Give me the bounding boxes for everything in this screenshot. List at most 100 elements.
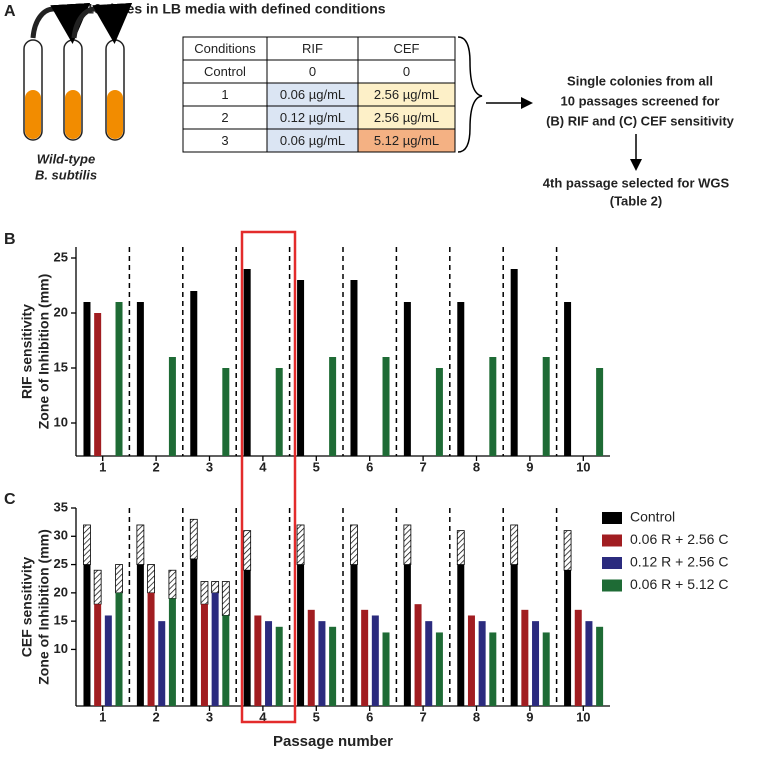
bar (596, 368, 604, 456)
screen-text: (B) RIF and (C) CEF sensitivity (546, 113, 735, 128)
bar (211, 592, 219, 706)
bar (265, 621, 273, 706)
x-tick-label: 4 (259, 459, 267, 474)
bar (542, 632, 550, 706)
hatched-bar (211, 581, 220, 594)
table-text: 0 (403, 64, 410, 79)
bar (275, 368, 283, 456)
table-text: 2 (221, 110, 228, 125)
table-cell (357, 128, 456, 153)
panel-label: C (4, 491, 16, 508)
bar (489, 632, 497, 706)
bar (532, 621, 540, 706)
y-tick-label: 35 (54, 499, 68, 514)
table-text: RIF (302, 41, 323, 56)
panel-label: B (4, 231, 16, 248)
hatched-bar (83, 524, 91, 565)
bar (275, 626, 283, 706)
x-axis-label: Passage number (273, 733, 393, 750)
bar (435, 632, 443, 706)
y-axis-label: CEF sensitivity (19, 557, 35, 658)
table-text: 2.56 µg/mL (374, 87, 439, 102)
hatched-bar (403, 524, 412, 565)
y-tick-label: 15 (54, 613, 68, 628)
bar (435, 368, 443, 456)
hatched-bar (221, 581, 230, 616)
bar (136, 302, 144, 456)
bar (297, 564, 305, 706)
bar (564, 570, 572, 706)
bar (403, 302, 411, 456)
legend-label: Control (630, 509, 675, 525)
legend-label: 0.06 R + 5.12 C (630, 576, 728, 592)
table-text: 0.06 µg/mL (280, 133, 345, 148)
bar (350, 280, 358, 456)
y-tick-label: 20 (54, 584, 68, 599)
bar (307, 609, 315, 706)
x-tick-label: 8 (473, 459, 480, 474)
hatched-bar (296, 524, 305, 565)
bar (350, 564, 358, 706)
x-tick-label: 7 (419, 459, 426, 474)
legend-label: 0.06 R + 2.56 C (630, 531, 728, 547)
bar (190, 291, 198, 456)
hatched-bar (136, 524, 145, 565)
bar (200, 604, 208, 706)
y-axis-label: Zone of Inhibition (mm) (36, 529, 52, 685)
hatched-bar (115, 564, 123, 594)
bar (94, 604, 102, 706)
bar (361, 609, 369, 706)
bar (542, 357, 550, 456)
bar (585, 621, 593, 706)
strain-label: B. subtilis (35, 167, 97, 182)
x-tick-label: 5 (313, 709, 320, 724)
bar (478, 621, 486, 706)
bar (115, 302, 123, 456)
bar (115, 592, 123, 706)
wgs-text: (Table 2) (610, 193, 663, 208)
bar (521, 609, 529, 706)
table-text: CEF (394, 41, 420, 56)
bar (158, 621, 166, 706)
wgs-text: 4th passage selected for WGS (543, 175, 730, 190)
bar (382, 632, 390, 706)
table-text: 1 (221, 87, 228, 102)
bar (104, 615, 112, 706)
bar (147, 592, 155, 706)
bar (222, 368, 230, 456)
bar (382, 357, 390, 456)
hatched-bar (456, 530, 465, 565)
y-tick-label: 25 (54, 556, 68, 571)
y-tick-label: 10 (54, 414, 68, 429)
x-tick-label: 10 (576, 459, 590, 474)
x-tick-label: 8 (473, 709, 480, 724)
screen-text: 10 passages screened for (561, 93, 720, 108)
bar (425, 621, 433, 706)
bar (83, 302, 91, 456)
x-tick-label: 3 (206, 709, 213, 724)
legend-swatch (602, 579, 622, 592)
brace (457, 36, 483, 153)
y-axis-label: RIF sensitivity (19, 304, 35, 399)
panel-a: A x 10 times in LB media with defined co… (4, 1, 735, 209)
y-tick-label: 30 (54, 528, 68, 543)
bar (489, 357, 497, 456)
table-text: Conditions (194, 41, 256, 56)
screen-text: Single colonies from all (567, 73, 713, 88)
bar (574, 609, 582, 706)
x-tick-label: 9 (526, 709, 533, 724)
strain-label: Wild-type (37, 151, 95, 166)
bar (371, 615, 379, 706)
bar (190, 558, 198, 706)
bar (510, 269, 518, 456)
table-text: 0.06 µg/mL (280, 87, 345, 102)
x-tick-label: 10 (576, 709, 590, 724)
x-tick-label: 9 (526, 459, 533, 474)
y-tick-label: 20 (54, 304, 68, 319)
y-tick-label: 25 (54, 249, 68, 264)
y-tick-label: 10 (54, 641, 68, 656)
x-tick-label: 2 (152, 709, 159, 724)
hatched-bar (93, 569, 102, 605)
x-tick-label: 1 (99, 459, 106, 474)
